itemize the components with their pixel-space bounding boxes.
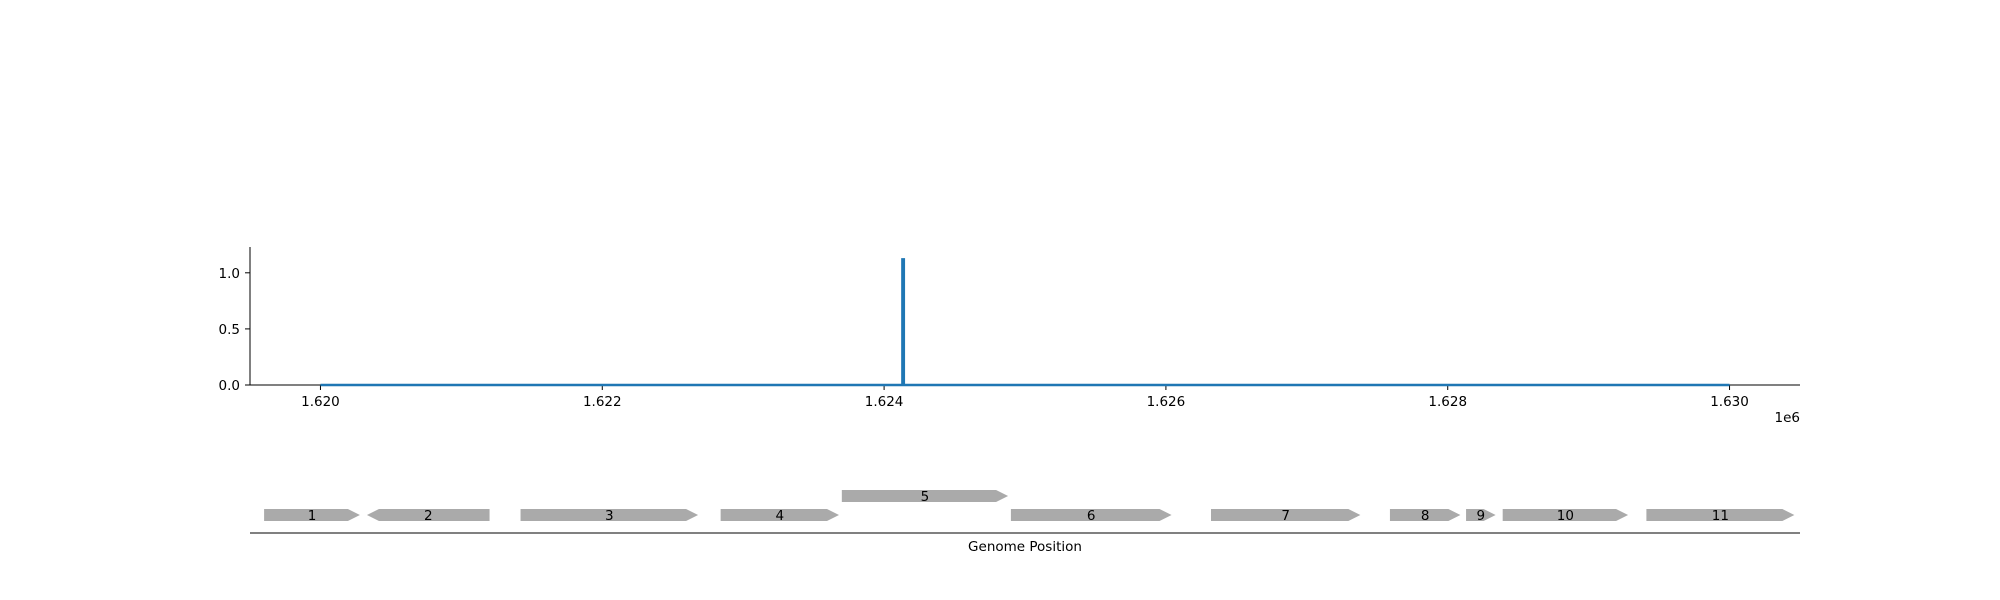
x-tick-label: 1.630 xyxy=(1710,394,1749,410)
y-tick-label: 1.0 xyxy=(219,266,240,282)
gene-label: 10 xyxy=(1557,508,1574,524)
gene-arrow xyxy=(1466,509,1496,521)
gene-label: 7 xyxy=(1281,508,1290,524)
x-tick-label: 1.620 xyxy=(301,394,340,410)
coverage-series xyxy=(320,258,1730,387)
gene-map: 1 2 3 4 5 6 7 8 9 10 11 Genome Position xyxy=(250,489,1800,555)
gene-arrow xyxy=(1211,509,1361,521)
gene-label: 3 xyxy=(605,508,614,524)
gene-arrow xyxy=(366,509,490,521)
coverage-plot: 1.620 1.622 1.624 1.626 1.628 1.6300.00.51.0 … xyxy=(219,247,1800,426)
gene-label: 5 xyxy=(921,489,930,505)
gene-label: 1 xyxy=(308,508,317,524)
gene-label: 11 xyxy=(1712,508,1729,524)
gene-arrow xyxy=(1389,509,1461,521)
gene-arrow xyxy=(720,509,839,521)
gene-arrow xyxy=(264,509,360,521)
gene-label: 9 xyxy=(1477,508,1486,524)
gene-label: 2 xyxy=(424,508,433,524)
x-tick-label: 1.624 xyxy=(865,394,904,410)
x-offset-label: 1e6 xyxy=(1775,410,1800,426)
coverage-line xyxy=(320,258,1730,387)
gene-arrow xyxy=(1646,509,1795,521)
gene-arrows: 1 2 3 4 5 6 7 8 9 10 11 xyxy=(264,489,1795,524)
y-tick-label: 0.5 xyxy=(219,322,240,338)
gene-arrow xyxy=(520,509,699,521)
gene-label: 8 xyxy=(1421,508,1430,524)
gene-label: 4 xyxy=(776,508,785,524)
gene-arrow xyxy=(841,490,1009,502)
gene-arrow xyxy=(1010,509,1172,521)
x-axis-label: Genome Position xyxy=(968,539,1082,555)
gene-label: 6 xyxy=(1087,508,1096,524)
gene-arrow xyxy=(1502,509,1629,521)
x-tick-label: 1.626 xyxy=(1147,394,1186,410)
x-tick-label: 1.628 xyxy=(1428,394,1467,410)
y-tick-label: 0.0 xyxy=(219,378,240,394)
x-tick-label: 1.622 xyxy=(583,394,622,410)
